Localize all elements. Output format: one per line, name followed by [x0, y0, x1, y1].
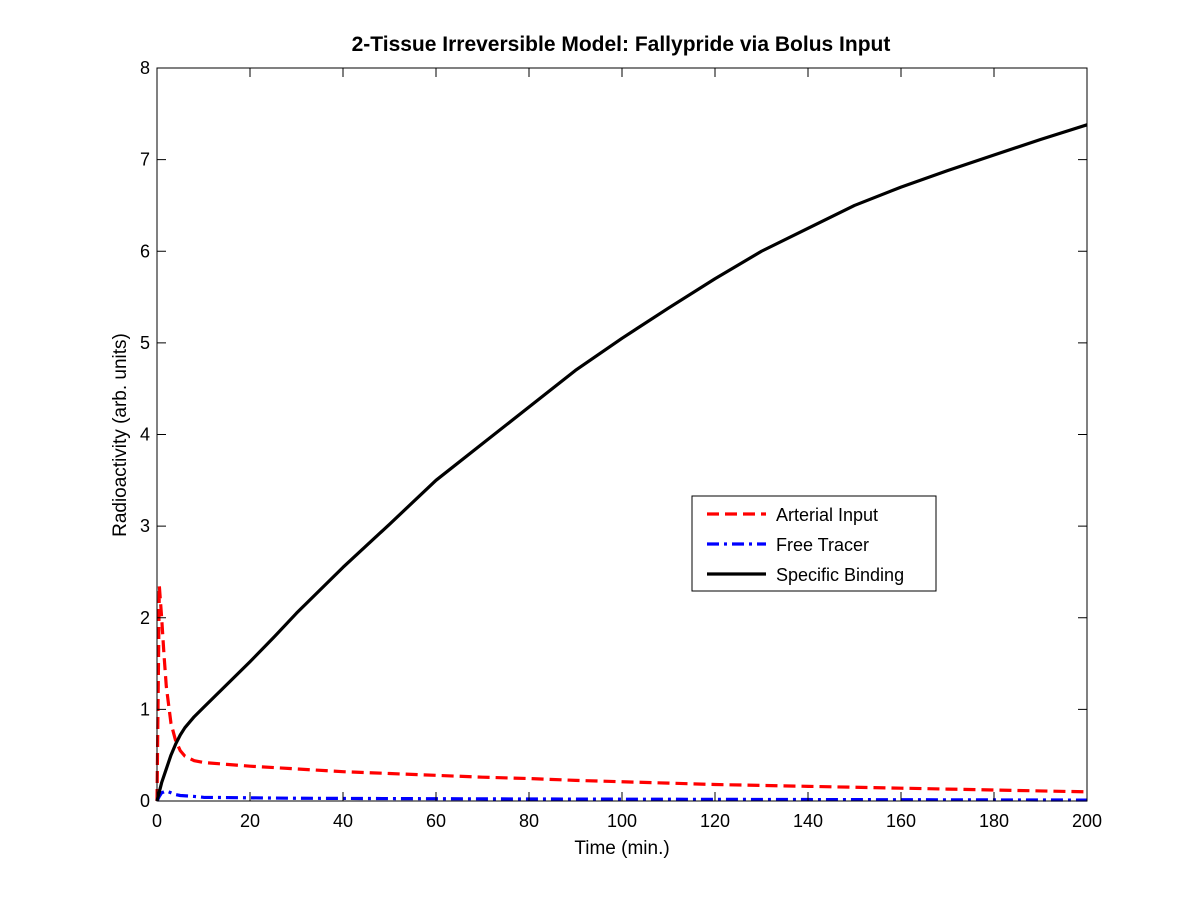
- x-tick-label: 0: [152, 811, 162, 831]
- x-tick-label: 60: [426, 811, 446, 831]
- plot-background: [157, 68, 1087, 801]
- y-tick-label: 1: [140, 699, 150, 719]
- y-tick-label: 2: [140, 608, 150, 628]
- series-line-arterial-input: [155, 584, 1088, 802]
- y-tick-label: 8: [140, 58, 150, 78]
- x-tick-label: 140: [793, 811, 823, 831]
- legend-label: Arterial Input: [776, 505, 878, 525]
- legend-entries: Arterial Input Free Tracer Specific Bindin…: [707, 505, 904, 585]
- x-tick-label: 100: [607, 811, 637, 831]
- x-tick-label: 120: [700, 811, 730, 831]
- x-axis-ticks: 0 20 40 60 80 100 120 140 160 180 200: [152, 68, 1102, 831]
- y-axis-ticks: 0 1 2 3 4 5 6 7 8: [140, 58, 1087, 811]
- x-tick-label: 160: [886, 811, 916, 831]
- y-tick-label: 3: [140, 516, 150, 536]
- y-tick-label: 6: [140, 241, 150, 261]
- series-layer: [155, 123, 1088, 802]
- y-tick-label: 4: [140, 425, 150, 445]
- x-tick-label: 20: [240, 811, 260, 831]
- x-tick-label: 180: [979, 811, 1009, 831]
- y-tick-label: 7: [140, 150, 150, 170]
- plot-area: [155, 67, 1088, 802]
- chart-title: 2-Tissue Irreversible Model: Fallypride …: [352, 33, 891, 56]
- series-line-specific-binding: [155, 123, 1088, 802]
- y-tick-label: 5: [140, 333, 150, 353]
- x-axis-label: Time (min.): [574, 838, 669, 859]
- legend: Arterial Input Free Tracer Specific Bindin…: [691, 495, 937, 592]
- y-axis-label: Radioactivity (arb. units): [110, 333, 131, 537]
- legend-label: Specific Binding: [776, 565, 904, 585]
- legend-label: Free Tracer: [776, 535, 869, 555]
- y-tick-label: 0: [140, 791, 150, 811]
- x-tick-label: 200: [1072, 811, 1102, 831]
- x-tick-label: 80: [519, 811, 539, 831]
- x-tick-label: 40: [333, 811, 353, 831]
